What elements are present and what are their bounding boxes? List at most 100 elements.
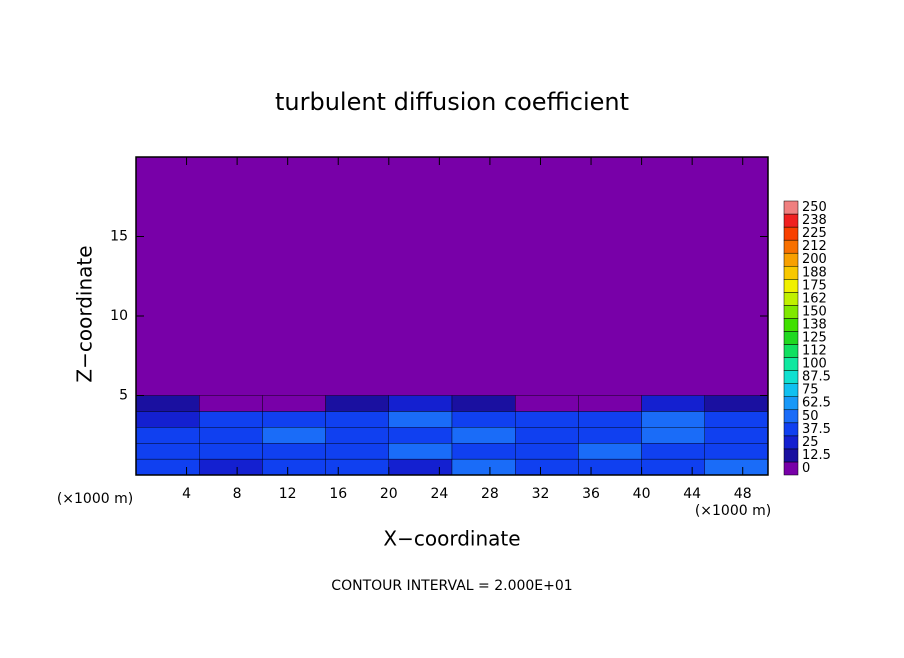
x-tick-label: 8 (233, 486, 242, 502)
field-cell (325, 427, 390, 444)
colorbar-swatch (783, 396, 799, 411)
colorbar-label: 162 (802, 291, 827, 306)
colorbar-label: 150 (802, 304, 827, 319)
field-cell (198, 458, 263, 476)
field-cell (451, 411, 516, 428)
field-cell (515, 395, 579, 412)
field-cell (578, 411, 642, 428)
colorbar-swatch (783, 409, 799, 424)
colorbar-swatch (783, 318, 799, 332)
field-cell (198, 443, 263, 460)
colorbar-swatch (783, 370, 799, 384)
colorbar-swatch (783, 331, 799, 345)
field-cell (451, 458, 516, 476)
field-cell (135, 458, 200, 476)
field-cell (198, 395, 263, 412)
field-cell (198, 411, 263, 428)
colorbar-label: 225 (802, 226, 827, 241)
colorbar-label: 100 (802, 357, 827, 372)
y-axis-label: Z−coordinate (73, 245, 97, 382)
colorbar-label: 0 (802, 461, 810, 476)
field-cell (704, 395, 769, 412)
field-cell (578, 395, 642, 412)
field-cell (388, 411, 453, 428)
colorbar-swatch (783, 239, 799, 254)
colorbar-swatch (783, 252, 799, 267)
field-cell (641, 411, 705, 428)
colorbar-label: 125 (802, 331, 827, 346)
colorbar-swatch (783, 226, 799, 241)
colorbar-label: 25 (802, 435, 819, 450)
y-tick-label: 5 (119, 388, 128, 404)
field-cell (451, 395, 516, 412)
field-cell (325, 395, 390, 412)
field-cell (325, 411, 390, 428)
field-cell (135, 443, 200, 460)
x-tick-label: 4 (182, 486, 191, 502)
colorbar-label: 12.5 (802, 448, 831, 463)
colorbar-label: 112 (802, 344, 827, 359)
field-cell (388, 443, 453, 460)
colorbar-label: 250 (802, 200, 827, 215)
x-tick-label: 12 (279, 486, 297, 502)
field-cell (262, 458, 326, 476)
field-cell (641, 395, 705, 412)
x-tick-label: 40 (633, 486, 651, 502)
field-cell (578, 443, 642, 460)
x-unit: (×1000 m) (695, 503, 771, 519)
field-cell (325, 443, 390, 460)
field-cell (515, 411, 579, 428)
colorbar-label: 87.5 (802, 370, 831, 385)
y-tick-label: 10 (110, 308, 128, 324)
x-tick-label: 48 (734, 486, 752, 502)
chart-title: turbulent diffusion coefficient (275, 88, 629, 116)
field-cell (451, 443, 516, 460)
colorbar-swatch (783, 200, 799, 215)
colorbar-swatch (783, 357, 799, 371)
field-cell (704, 443, 769, 460)
x-tick-label: 44 (683, 486, 701, 502)
colorbar-label: 75 (802, 383, 819, 398)
field-cell (641, 427, 705, 444)
colorbar-swatch (783, 448, 799, 463)
colorbar-label: 138 (802, 317, 827, 332)
colorbar-swatch (783, 305, 799, 319)
field-cell (388, 395, 453, 412)
colorbar-swatch (783, 461, 799, 476)
field-cell (515, 458, 579, 476)
field-cell (704, 427, 769, 444)
field-cell (388, 427, 453, 444)
footer: CONTOUR INTERVAL = 2.000E+01 (331, 578, 572, 594)
field-cell (262, 427, 326, 444)
field-cell (578, 458, 642, 476)
colorbar-label: 175 (802, 278, 827, 293)
colorbar-swatch (783, 279, 799, 293)
colorbar-swatch (783, 265, 799, 280)
colorbar-swatch (783, 383, 799, 397)
field-cell (515, 443, 579, 460)
field-cell (641, 443, 705, 460)
y-tick-label: 15 (110, 229, 128, 245)
field-cell (704, 411, 769, 428)
colorbar-label: 50 (802, 409, 819, 424)
x-tick-label: 20 (380, 486, 398, 502)
field-cell (262, 395, 326, 412)
field-cell (578, 427, 642, 444)
colorbar-label: 62.5 (802, 396, 831, 411)
colorbar-swatch (783, 435, 799, 450)
colorbar-label: 37.5 (802, 422, 831, 437)
x-axis-label: X−coordinate (383, 527, 520, 551)
field-cell (704, 458, 769, 476)
field-cell (262, 411, 326, 428)
colorbar-label: 238 (802, 213, 827, 228)
x-unit: (×1000 m) (57, 491, 133, 507)
field-cell (451, 427, 516, 444)
colorbar-swatch (783, 422, 799, 437)
x-tick-label: 32 (532, 486, 550, 502)
field-cell (325, 458, 390, 476)
colorbar-label: 212 (802, 239, 827, 254)
colorbar-swatch (783, 213, 799, 228)
x-tick-label: 36 (582, 486, 600, 502)
field-cell (388, 458, 453, 476)
